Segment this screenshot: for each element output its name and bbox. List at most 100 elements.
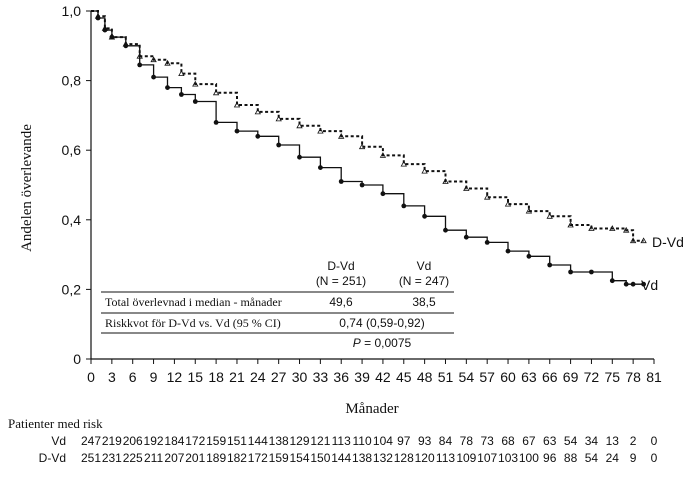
risk-value-dvd: 96 <box>543 451 557 465</box>
censor-marker-vd <box>338 179 344 184</box>
x-tick-label: 9 <box>150 369 158 385</box>
risk-value-dvd: 251 <box>81 451 101 465</box>
censor-marker-dvd <box>192 80 199 87</box>
x-tick-label: 75 <box>605 369 621 385</box>
risk-value-vd: 78 <box>460 434 474 448</box>
censor-marker-vd <box>137 62 143 68</box>
y-tick-label: 0,8 <box>62 73 82 89</box>
y-tick-label: 0,6 <box>62 142 82 158</box>
risk-value-dvd: 103 <box>498 451 518 465</box>
x-ticks: 0 3 6 9 12 15 18 21 24 27 30 33 36 39 42 45 48 51 54 57 60 63… <box>87 359 662 385</box>
censor-marker-dvd <box>178 70 185 76</box>
risk-table-title: Patienter med risk <box>8 416 103 431</box>
censor-marker-dvd <box>442 178 449 184</box>
censor-marker-vd <box>297 154 302 160</box>
risk-value-dvd: 225 <box>123 451 143 465</box>
risk-value-dvd: 182 <box>227 451 247 465</box>
col-header-dvd-line1: D-Vd <box>327 259 354 273</box>
censor-marker-vd <box>609 278 615 284</box>
censor-marker-vd <box>484 240 490 245</box>
x-tick-label: 57 <box>479 369 495 385</box>
censor-marker-vd <box>179 92 184 97</box>
x-tick-label: 3 <box>108 369 116 385</box>
censor-marker-dvd <box>463 185 470 191</box>
censor-marker-dvd <box>150 56 157 63</box>
x-tick-label: 15 <box>187 369 203 385</box>
risk-value-vd: 63 <box>543 434 557 448</box>
p-number: = 0,0075 <box>361 336 412 350</box>
censor-marker-vd <box>192 99 198 104</box>
risk-value-vd: 0 <box>651 434 658 448</box>
risk-value-dvd: 113 <box>436 451 455 465</box>
x-tick-label: 12 <box>167 369 183 385</box>
risk-value-dvd: 109 <box>456 451 476 465</box>
risk-value-dvd: 201 <box>185 451 205 465</box>
risk-value-vd: 104 <box>373 434 393 448</box>
x-tick-label: 30 <box>292 369 308 385</box>
risk-value-vd: 151 <box>227 434 247 448</box>
censor-marker-dvd <box>609 225 616 231</box>
censor-marker-vd <box>463 234 469 240</box>
axes <box>90 11 654 360</box>
censor-marker-vd <box>380 191 386 197</box>
censor-marker-vd <box>526 253 532 259</box>
x-tick-label: 69 <box>563 369 579 385</box>
risk-value-vd: 84 <box>439 434 453 448</box>
censor-marker-vd <box>234 128 240 134</box>
curves <box>91 10 647 287</box>
censor-marker-vd <box>255 133 261 139</box>
risk-value-vd: 172 <box>185 434 205 448</box>
risk-value-vd: 121 <box>310 434 330 448</box>
risk-value-vd: 247 <box>81 434 101 448</box>
hazard-value: 0,74 (0,59-0,92) <box>339 316 424 330</box>
censor-marker-dvd <box>525 207 533 214</box>
risk-value-dvd: 138 <box>352 451 372 465</box>
y-axis-label: Andelen överlevande <box>19 124 35 252</box>
risk-value-dvd: 9 <box>630 451 637 465</box>
risk-value-vd: 113 <box>332 434 351 448</box>
x-axis-label: Månader <box>345 401 398 417</box>
risk-value-dvd: 128 <box>394 451 414 465</box>
col-header-dvd-line2: (N = 251) <box>316 274 366 288</box>
x-tick-label: 63 <box>521 369 537 385</box>
series-label-vd: Vd <box>641 277 658 293</box>
censor-marker-vd <box>276 142 282 148</box>
censor-marker-vd <box>401 203 407 209</box>
row-label-median: Total överlevnad i median - månader <box>105 295 282 309</box>
censor-marker-dvd <box>484 193 491 200</box>
censor-marker-vd <box>109 34 115 40</box>
risk-value-vd: 110 <box>353 434 372 448</box>
risk-value-dvd: 132 <box>373 451 393 465</box>
risk-value-dvd: 120 <box>415 451 435 465</box>
risk-value-dvd: 189 <box>206 451 226 465</box>
censor-marker-vd <box>123 43 129 49</box>
p-label: P <box>353 336 361 350</box>
censor-marker-dvd <box>379 152 387 158</box>
risk-value-dvd: 172 <box>248 451 268 465</box>
col-header-vd-line1: Vd <box>417 259 432 273</box>
censor-marker-vd <box>547 262 553 268</box>
censor-marker-dvd <box>317 127 324 134</box>
risk-value-dvd: 231 <box>102 451 122 465</box>
p-value: P = 0,0075 <box>353 336 412 350</box>
censor-marker-dvd <box>358 143 366 150</box>
risk-value-vd: 54 <box>564 434 578 448</box>
censor-marker-dvd <box>546 212 553 219</box>
censor-marker-vd <box>359 182 365 188</box>
censor-marker-dvd <box>233 101 241 108</box>
risk-values-dvd: 251 231 225 211 207 201 189 182 172 159 154 150 144 1… <box>81 451 658 465</box>
risk-value-vd: 184 <box>164 434 184 448</box>
risk-value-dvd: 150 <box>310 451 330 465</box>
censor-marker-vd <box>641 281 646 287</box>
censor-marker-dvd <box>254 108 261 115</box>
x-tick-label: 72 <box>584 369 600 385</box>
median-dvd: 49,6 <box>329 295 353 309</box>
risk-value-dvd: 0 <box>651 451 658 465</box>
curve-vd <box>91 10 644 285</box>
row-label-hazard: Riskkvot för D-Vd vs. Vd (95 % CI) <box>105 316 281 330</box>
x-tick-label: 54 <box>459 369 475 385</box>
risk-table: Patienter med risk Vd D-Vd 247 219 206 192 1… <box>8 416 658 465</box>
censor-marker-vd <box>95 15 101 21</box>
censor-marker-dvd <box>338 132 345 139</box>
risk-value-dvd: 100 <box>519 451 539 465</box>
